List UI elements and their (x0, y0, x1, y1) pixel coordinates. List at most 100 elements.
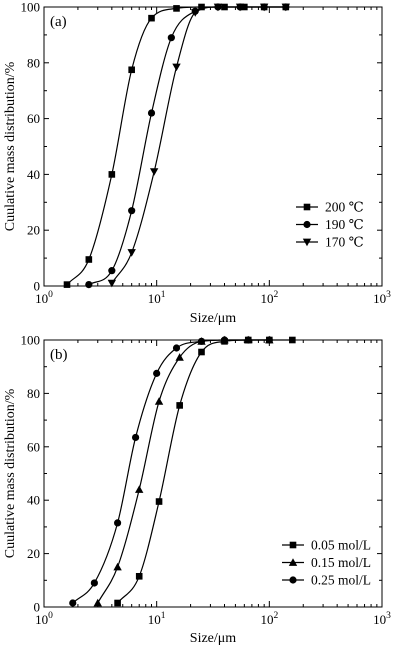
data-point (289, 336, 296, 344)
data-point (131, 433, 140, 442)
data-point (113, 519, 122, 527)
y-tick-label: 20 (27, 546, 40, 561)
y-tick-label: 60 (27, 439, 40, 454)
data-point (172, 63, 181, 72)
y-axis-title: Cuulative mass distribution/% (3, 61, 18, 231)
data-point (114, 599, 121, 607)
y-tick-label: 80 (27, 386, 40, 401)
x-tick-exponent: 0 (48, 290, 53, 300)
legend-marker (289, 541, 297, 549)
data-point (63, 281, 71, 288)
panel-label: (a) (50, 14, 67, 30)
data-point (265, 336, 273, 344)
x-tick-label: 101 (148, 290, 166, 306)
data-point (175, 353, 184, 361)
data-point (108, 267, 116, 275)
data-point (128, 207, 136, 215)
data-point (135, 485, 144, 493)
x-tick-exponent: 0 (48, 611, 53, 621)
y-tick-label: 60 (27, 111, 40, 126)
data-point (197, 337, 206, 345)
data-point (213, 3, 223, 12)
data-point (259, 3, 269, 12)
series-2 (107, 3, 290, 288)
data-point (128, 66, 135, 74)
x-tick-exponent: 2 (273, 290, 278, 300)
x-tick-exponent: 1 (161, 611, 166, 621)
y-tick-label: 100 (21, 0, 41, 15)
x-tick-base: 10 (260, 612, 273, 627)
y-axis-title: Cuulative mass distribution/% (3, 388, 18, 558)
data-point (149, 168, 159, 176)
panel-label: (b) (50, 347, 68, 363)
x-tick-base: 10 (260, 291, 273, 306)
series-0 (63, 3, 290, 288)
series-1 (93, 335, 274, 607)
x-tick-label: 103 (373, 290, 391, 306)
legend-label: 190 ℃ (325, 217, 364, 232)
x-tick-base: 10 (148, 612, 161, 627)
y-tick-label: 100 (21, 333, 41, 348)
data-point (85, 281, 93, 289)
x-axis-title: Size/μm (190, 311, 236, 326)
x-tick-base: 10 (35, 612, 48, 627)
data-point (176, 402, 183, 409)
x-tick-label: 101 (148, 611, 166, 627)
x-tick-exponent: 2 (273, 611, 278, 621)
y-tick-label: 80 (27, 55, 40, 70)
legend-label: 170 ℃ (325, 235, 364, 250)
y-tick-label: 0 (34, 600, 41, 615)
data-point (90, 579, 98, 587)
data-point (153, 369, 161, 377)
y-tick-label: 40 (27, 167, 40, 182)
x-tick-exponent: 1 (161, 290, 166, 300)
data-point (220, 336, 229, 344)
data-point (148, 14, 155, 22)
data-point (93, 598, 102, 607)
legend-label: 0.15 mol/L (311, 555, 371, 570)
legend: 200 ℃ 190 ℃ 170 ℃ (296, 200, 364, 250)
data-point (235, 3, 245, 12)
x-tick-base: 10 (35, 291, 48, 306)
x-tick-exponent: 3 (386, 611, 391, 621)
data-point (69, 599, 77, 607)
data-point (85, 256, 93, 263)
legend-label: 0.05 mol/L (311, 538, 371, 553)
data-point (173, 5, 180, 12)
legend-marker (289, 576, 297, 584)
data-point (191, 9, 200, 17)
data-point (167, 34, 175, 42)
data-point (127, 249, 136, 257)
data-point (172, 344, 181, 352)
data-point (135, 572, 143, 580)
x-tick-label: 100 (35, 290, 53, 306)
data-point (108, 171, 116, 178)
x-tick-base: 10 (148, 291, 161, 306)
series-line (97, 339, 270, 604)
x-tick-base: 10 (373, 291, 386, 306)
y-tick-label: 40 (27, 493, 40, 508)
data-point (198, 3, 205, 11)
data-point (147, 109, 156, 117)
data-point (281, 3, 290, 12)
data-point (107, 279, 117, 288)
legend-marker (302, 238, 312, 247)
data-point (155, 498, 163, 505)
legend-label: 200 ℃ (325, 200, 364, 215)
legend-marker (303, 220, 311, 229)
x-tick-label: 100 (35, 611, 53, 627)
x-tick-label: 102 (260, 290, 278, 306)
y-tick-label: 0 (34, 279, 41, 294)
data-point (154, 397, 164, 405)
x-tick-label: 102 (260, 611, 278, 627)
series-line (66, 6, 286, 286)
x-axis-title: Size/μm (190, 631, 236, 646)
series-line (88, 6, 286, 286)
data-point (244, 336, 252, 344)
x-tick-base: 10 (373, 612, 386, 627)
legend-label: 0.25 mol/L (311, 573, 371, 588)
series-line (111, 6, 286, 284)
